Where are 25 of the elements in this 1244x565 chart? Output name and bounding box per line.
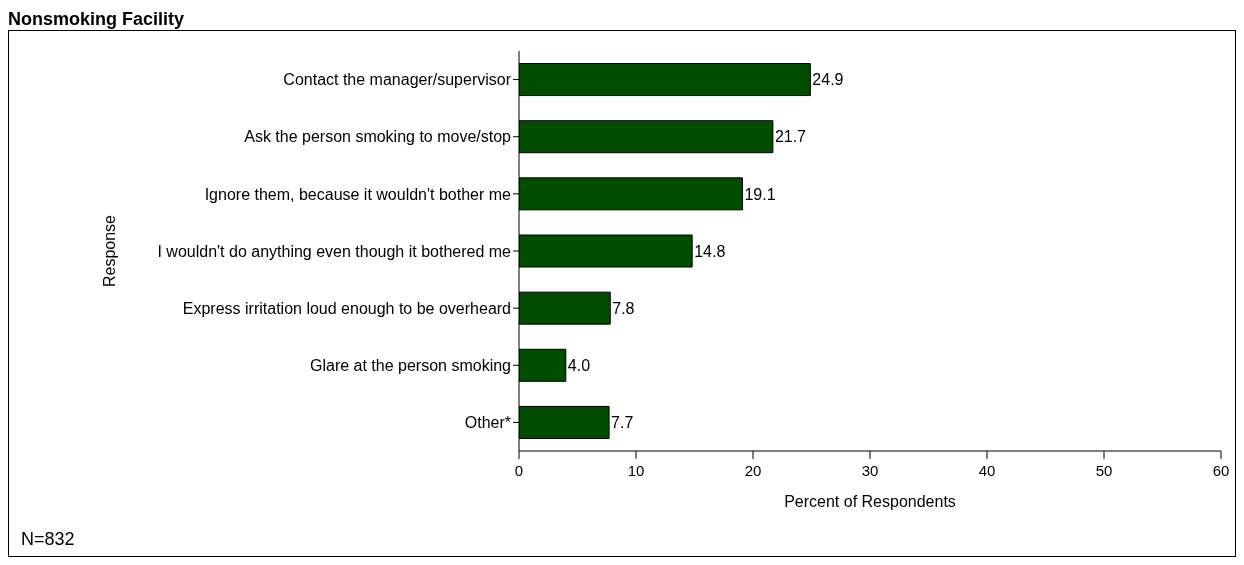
y-tick-label: Contact the manager/supervisor: [283, 71, 512, 89]
y-tick-label: Ask the person smoking to move/stop: [244, 128, 512, 146]
y-tick-label: I wouldn't do anything even though it bothered me: [157, 242, 512, 260]
data-label: 21.7: [774, 128, 807, 146]
text: N=832: [21, 529, 75, 550]
text: Nonsmoking Facility: [8, 8, 186, 30]
x-tick-label: 30: [861, 461, 879, 479]
x-tick-label: 60: [1212, 461, 1230, 479]
x-tick-label: 10: [627, 461, 645, 479]
data-label: 24.9: [812, 71, 844, 89]
y-tick-label: Glare at the person smoking: [310, 356, 511, 374]
x-tick-label: 20: [744, 461, 762, 479]
data-label: 7.7: [611, 414, 634, 432]
x-tick-label: 50: [1095, 461, 1113, 479]
y-axis-title: Response: [100, 214, 118, 288]
y-tick-label: Ignore them, because it wouldn't bother me: [204, 185, 512, 203]
y-tick-label: Express irritation loud enough to be overheard: [182, 299, 511, 317]
x-axis-title: Percent of Respondents: [784, 493, 956, 510]
data-label: 19.1: [744, 185, 776, 203]
data-label: 14.8: [694, 242, 726, 260]
data-label: 4.0: [567, 356, 591, 374]
y-tick-label: Other*: [464, 414, 511, 432]
data-label: 7.8: [612, 299, 635, 317]
x-tick-label: 40: [978, 461, 996, 479]
x-tick-label: 0: [514, 461, 524, 479]
